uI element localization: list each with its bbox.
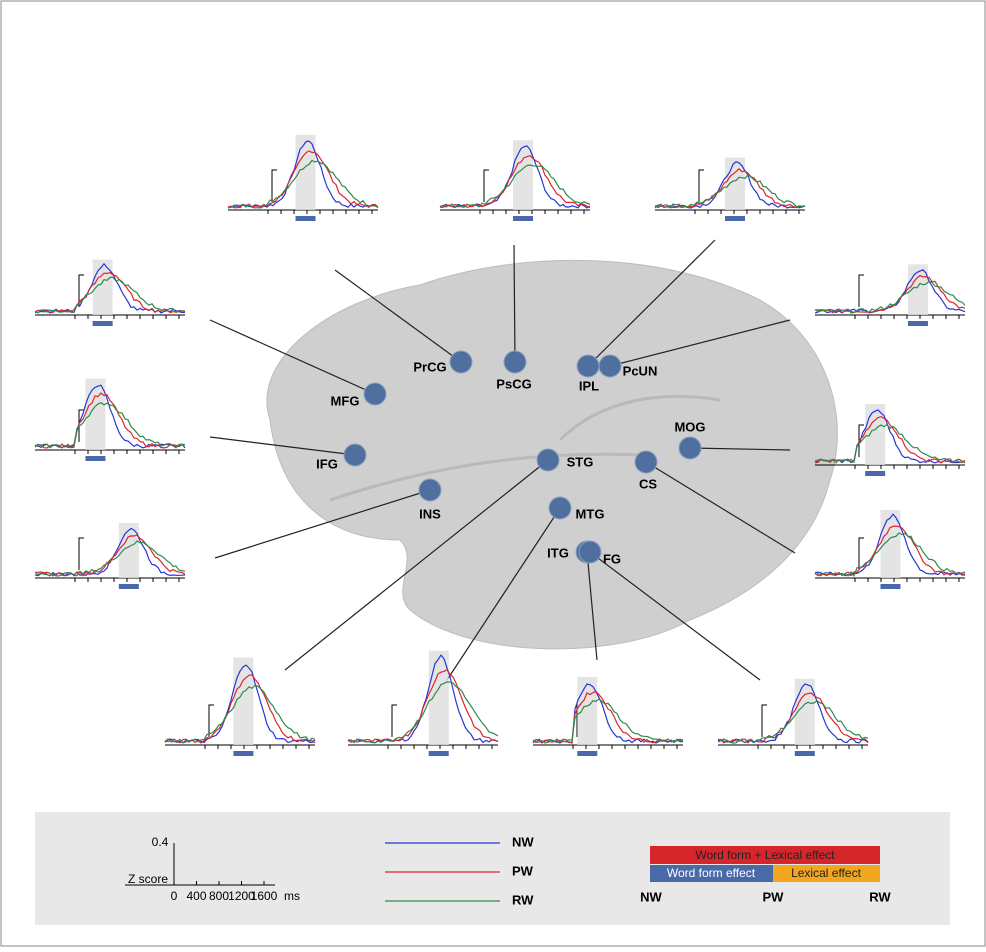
region-label: STG xyxy=(567,454,594,469)
effect-bar xyxy=(880,584,900,589)
region-dot xyxy=(450,351,472,373)
region-label: ITG xyxy=(547,545,569,560)
region-dot xyxy=(679,437,701,459)
region-dot xyxy=(419,479,441,501)
effect-bar xyxy=(577,751,597,756)
region-dot xyxy=(599,355,621,377)
region-dot xyxy=(344,444,366,466)
effect-bar xyxy=(93,321,113,326)
effect-bar xyxy=(513,216,533,221)
effect-bar xyxy=(85,456,105,461)
effect-bar xyxy=(119,584,139,589)
legend-name: RW xyxy=(512,892,534,907)
scale-tick-label: 400 xyxy=(186,889,206,903)
effect-bar xyxy=(795,751,815,756)
effect-bar xyxy=(233,751,253,756)
region-label: IFG xyxy=(316,456,338,471)
region-dot xyxy=(549,497,571,519)
region-dot xyxy=(635,451,657,473)
region-label: CS xyxy=(639,476,657,491)
region-label: MFG xyxy=(331,393,360,408)
region-label: INS xyxy=(419,506,441,521)
effect-axis-label: RW xyxy=(869,889,891,904)
region-dot xyxy=(577,355,599,377)
scale-unit: ms xyxy=(284,889,300,903)
region-label: PsCG xyxy=(496,376,531,391)
legend-name: NW xyxy=(512,834,534,849)
effect-axis-label: PW xyxy=(763,889,785,904)
scale-tick-label: 1600 xyxy=(251,889,278,903)
effect-bar xyxy=(429,751,449,756)
scale-tick-label: 0 xyxy=(171,889,178,903)
effect-window xyxy=(85,379,105,450)
legend-name: PW xyxy=(512,863,534,878)
region-label: PrCG xyxy=(413,359,446,374)
region-label: FG xyxy=(603,551,621,566)
region-label: MTG xyxy=(576,506,605,521)
combined-label: Word form + Lexical effect xyxy=(695,848,835,862)
effect-bar xyxy=(725,216,745,221)
effect-bar xyxy=(296,216,316,221)
lexical-label: Lexical effect xyxy=(791,866,861,880)
region-label: MOG xyxy=(674,419,705,434)
scale-value: 0.4 xyxy=(152,835,169,849)
effect-axis-label: NW xyxy=(640,889,662,904)
region-label: PcUN xyxy=(623,363,658,378)
region-dot xyxy=(579,541,601,563)
region-dot xyxy=(537,449,559,471)
effect-bar xyxy=(908,321,928,326)
effect-bar xyxy=(865,471,885,476)
scale-y-label: Z score xyxy=(128,872,168,886)
region-dot xyxy=(364,383,386,405)
figure: PrCG PsCG IPL PcUN MFG IFG MOG INS CS STG MTG ITG FG… xyxy=(0,0,986,947)
effect-window xyxy=(577,677,597,745)
region-dot xyxy=(504,351,526,373)
word-form-label: Word form effect xyxy=(667,866,756,880)
scale-tick-label: 800 xyxy=(209,889,229,903)
region-label: IPL xyxy=(579,378,599,393)
